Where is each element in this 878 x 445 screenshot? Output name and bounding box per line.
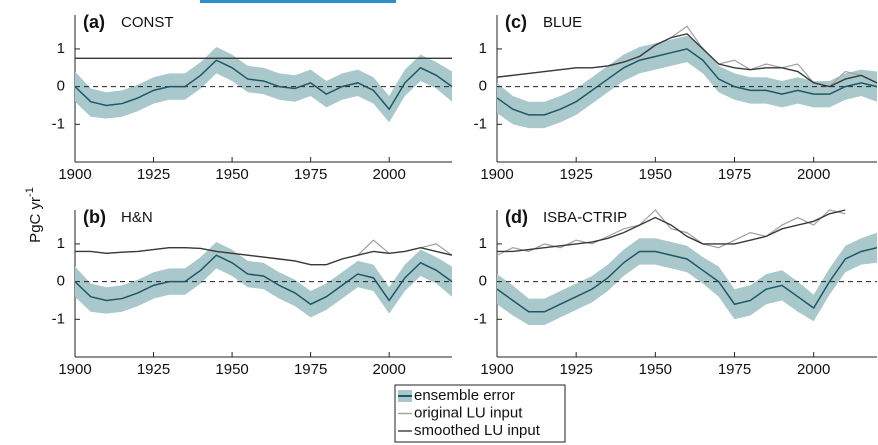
y-tick-label: -1	[474, 310, 487, 327]
y-label-group: PgC yr-1	[24, 187, 44, 243]
y-tick-label: 0	[479, 78, 487, 95]
x-tick-label: 2000	[372, 166, 405, 183]
x-tick-label: 1925	[137, 166, 170, 183]
y-label: PgC yr-1	[24, 187, 44, 243]
top-bar	[200, 0, 396, 3]
panel-title: CONST	[121, 14, 174, 31]
x-tick-label: 1925	[559, 361, 592, 378]
ensemble-mean-line	[74, 254, 453, 306]
x-tick-label: 1950	[215, 361, 248, 378]
legend-box	[394, 384, 566, 443]
x-tick-label: 1925	[559, 166, 592, 183]
panel-label: (d)	[505, 207, 528, 227]
ensemble-mean-line	[74, 59, 453, 111]
x-tick-label: 1975	[294, 166, 327, 183]
panel-title: BLUE	[543, 14, 582, 31]
y-tick-label: 1	[479, 235, 487, 252]
smoothed-line	[496, 33, 878, 88]
x-tick-label: 1900	[480, 166, 513, 183]
y-tick-label: -1	[52, 115, 65, 132]
smoothed-line	[75, 246, 453, 266]
smoothed-line	[497, 209, 846, 253]
x-tick-label: 1900	[58, 166, 91, 183]
y-label-sup: -1	[24, 187, 36, 197]
y-tick-label: 0	[479, 273, 487, 290]
panel-label: (b)	[83, 207, 106, 227]
x-tick-label: 1950	[639, 361, 672, 378]
x-tick-label: 1950	[215, 166, 248, 183]
y-tick-label: 1	[479, 40, 487, 57]
y-tick-label: 1	[57, 235, 65, 252]
x-tick-label: 1950	[639, 166, 672, 183]
panel-title: ISBA-CTRIP	[543, 209, 627, 226]
ensemble-error-band	[75, 47, 452, 123]
y-tick-label: -1	[474, 115, 487, 132]
ensemble-mean-line	[496, 246, 878, 313]
ensemble-error-band	[497, 232, 877, 325]
y-tick-label: 0	[57, 78, 65, 95]
legend-label: smoothed LU input	[414, 422, 541, 439]
x-tick-label: 1925	[137, 361, 170, 378]
y-tick-label: -1	[52, 310, 65, 327]
x-tick-label: 2000	[797, 166, 830, 183]
x-tick-label: 2000	[797, 361, 830, 378]
panel-label: (a)	[83, 12, 105, 32]
y-tick-label: 1	[57, 40, 65, 57]
ensemble-mean-line	[496, 48, 878, 116]
legend-label: original LU input	[414, 404, 523, 421]
x-tick-label: 1900	[480, 361, 513, 378]
x-tick-label: 1975	[718, 166, 751, 183]
x-tick-label: 1975	[294, 361, 327, 378]
x-tick-label: 2000	[372, 361, 405, 378]
y-label-text: PgC yr	[27, 197, 44, 243]
x-tick-label: 1975	[718, 361, 751, 378]
panel-label: (c)	[505, 12, 527, 32]
y-tick-label: 0	[57, 273, 65, 290]
legend-label: ensemble error	[414, 387, 515, 404]
ensemble-error-band	[497, 35, 877, 129]
ensemble-error-band	[75, 242, 452, 318]
panel-title: H&N	[121, 209, 153, 226]
x-tick-label: 1900	[58, 361, 91, 378]
